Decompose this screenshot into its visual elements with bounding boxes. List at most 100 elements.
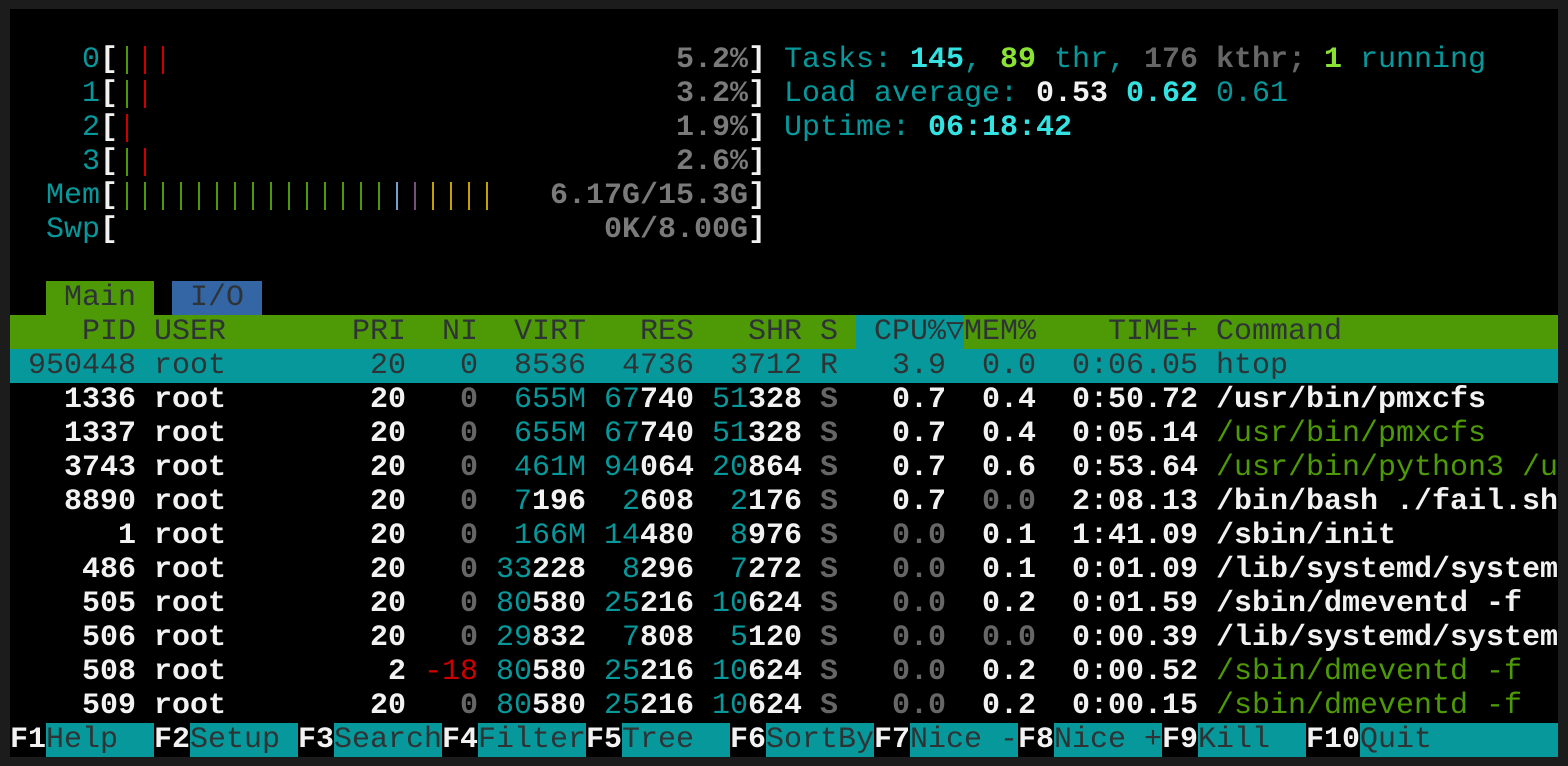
process-virt-low: 580 <box>532 655 587 689</box>
fkey-f10[interactable]: F10 <box>1306 723 1361 757</box>
fkey-quit-button[interactable]: Quit <box>1360 723 1558 757</box>
process-res-low: 608 <box>639 485 694 519</box>
fkey-tree-button[interactable]: Tree <box>622 723 730 757</box>
process-shr-low: 328 <box>748 417 803 451</box>
process-command: /usr/bin/pmxcfs <box>1216 383 1487 417</box>
process-cpu: 0.0 <box>891 553 946 587</box>
fkey-setup-button[interactable]: Setup <box>190 723 298 757</box>
meter-label: 1 <box>81 77 100 111</box>
fkey-f9[interactable]: F9 <box>1162 723 1199 757</box>
process-user: root <box>154 655 227 689</box>
meter-open-bracket: [ <box>100 43 119 77</box>
process-virt-low: 536 <box>531 349 586 383</box>
process-virt-low: 580 <box>532 689 587 723</box>
process-virt-high: 33 <box>496 553 533 587</box>
process-res-high: 67 <box>604 417 641 451</box>
process-virt: 655M <box>496 383 586 417</box>
process-time: 1:41.09 <box>1071 519 1198 553</box>
process-row[interactable]: 950448 root 20 0 8536 4736 3712 R 3.9 0.0 0:06.05 h… <box>10 349 1558 383</box>
process-cpu: 0.0 <box>891 519 946 553</box>
process-state: R <box>820 349 839 383</box>
process-state: S <box>820 587 839 621</box>
process-nice: 0 <box>459 587 478 621</box>
process-virt-high: 80 <box>496 587 533 621</box>
column-header-command[interactable]: Command <box>1216 315 1343 349</box>
process-row[interactable]: 508 root 2 -18 80580 25216 10624 S 0.0 0.2 0:00.52… <box>10 655 1558 689</box>
column-header-pid[interactable]: PID <box>81 315 136 349</box>
column-header-mem[interactable]: MEM% <box>964 315 1037 349</box>
process-row[interactable]: 3743 root 20 0 461M 94064 20864 S 0.7 0.6 0:53.64/… <box>10 451 1558 485</box>
column-header-pri[interactable]: PRI <box>351 315 406 349</box>
process-res-high: 7 <box>621 621 640 655</box>
fkey-f8[interactable]: F8 <box>1018 723 1055 757</box>
process-shr: 10624 <box>712 587 802 621</box>
meter-bar-red <box>144 80 146 108</box>
process-command: /usr/bin/python3 /u <box>1216 451 1558 485</box>
process-user: root <box>154 383 227 417</box>
meter-bar-green <box>126 182 128 210</box>
process-shr: 20864 <box>712 451 802 485</box>
process-res: 25216 <box>604 655 694 689</box>
meter-bar-green <box>144 182 146 210</box>
process-mem: 0.0 <box>981 349 1036 383</box>
meter-bar-green <box>180 182 182 210</box>
column-header-res[interactable]: RES <box>639 315 694 349</box>
process-cpu: 0.7 <box>891 417 946 451</box>
process-row[interactable]: 509 root 20 0 80580 25216 10624 S 0.0 0.2 0:00.15 /… <box>10 689 1558 723</box>
process-nice: 0 <box>459 383 478 417</box>
process-virt-high: 80 <box>496 655 533 689</box>
fkey-sortby-button[interactable]: SortBy <box>766 723 875 757</box>
fkey-f4[interactable]: F4 <box>442 723 479 757</box>
process-row[interactable]: 486 root 20 0 33228 8296 7272 S 0.0 0.1 0:01.09/li… <box>10 553 1558 587</box>
process-res-low: 740 <box>640 383 695 417</box>
meter-bar-green <box>126 46 128 74</box>
meter-bar-yellow <box>450 182 452 210</box>
fkey-search-button[interactable]: Search <box>334 723 443 757</box>
process-row[interactable]: 8890 root 20 0 7196 2608 2176 S 0.7 0.0 2:08.13/bi… <box>10 485 1558 519</box>
meter-value: 2.6% <box>675 145 748 179</box>
column-header-time[interactable]: TIME+ <box>1107 315 1198 349</box>
process-res-low: 740 <box>640 417 695 451</box>
process-virt-low: 580 <box>532 587 587 621</box>
column-header-ni[interactable]: NI <box>441 315 478 349</box>
meter-bar-blue <box>396 182 398 210</box>
column-header-virt[interactable]: VIRT <box>513 315 586 349</box>
process-row[interactable]: 1336 root 20 0 655M 67740 51328 S 0.7 0.4 0:50.72 /… <box>10 383 1558 417</box>
process-row[interactable]: 1 root 20 0 166M 14480 8976 S 0.0 0.1 1:41.09/sbin… <box>10 519 1558 553</box>
process-priority: 20 <box>369 553 406 587</box>
summary-load-part <box>1198 77 1216 111</box>
process-res-high: 14 <box>604 519 641 553</box>
process-pid: 8890 <box>63 485 136 519</box>
process-res-high: 94 <box>604 451 641 485</box>
process-row[interactable]: 506 root 20 0 29832 7808 5120 S 0.0 0.0 0:00.39/li… <box>10 621 1558 655</box>
fkey-kill-button[interactable]: Kill <box>1198 723 1306 757</box>
meter-close-bracket: ] <box>748 111 767 145</box>
meter-close-bracket: ] <box>748 213 767 247</box>
fkey-f5[interactable]: F5 <box>586 723 623 757</box>
fkey-nice-button[interactable]: Nice + <box>1054 723 1163 757</box>
column-header-cpu-sort-area[interactable] <box>856 315 964 349</box>
fkey-f6[interactable]: F6 <box>730 723 767 757</box>
column-header-cpu[interactable]: CPU%▽ <box>874 315 965 349</box>
fkey-filter-button[interactable]: Filter <box>478 723 587 757</box>
fkey-f1[interactable]: F1 <box>10 723 47 757</box>
fkey-f7[interactable]: F7 <box>874 723 911 757</box>
tab-main[interactable]: Main <box>46 281 154 315</box>
process-nice: 0 <box>459 519 478 553</box>
fkey-nice-button[interactable]: Nice - <box>910 723 1019 757</box>
column-header-s[interactable]: S <box>820 315 839 349</box>
process-row[interactable]: 1337 root 20 0 655M 67740 51328 S 0.7 0.4 0:05.14 /… <box>10 417 1558 451</box>
process-row[interactable]: 505 root 20 0 80580 25216 10624 S 0.0 0.2 0:01.59 /… <box>10 587 1558 621</box>
meter-label: 2 <box>81 111 100 145</box>
process-shr-low: 176 <box>747 485 802 519</box>
column-header: PID USER PRI NI VIRT RES SHR S MEM% TIME+ Command C… <box>10 315 1558 349</box>
fkey-f3[interactable]: F3 <box>298 723 335 757</box>
process-command: /sbin/init <box>1216 519 1397 553</box>
column-header-shr[interactable]: SHR <box>747 315 802 349</box>
fkey-help-button[interactable]: Help <box>46 723 154 757</box>
fkey-f2[interactable]: F2 <box>154 723 191 757</box>
process-virt-high: 7 <box>513 485 532 519</box>
column-header-user[interactable]: USER <box>154 315 227 349</box>
tab-io[interactable]: I/O <box>172 281 262 315</box>
process-cpu: 0.0 <box>891 621 946 655</box>
